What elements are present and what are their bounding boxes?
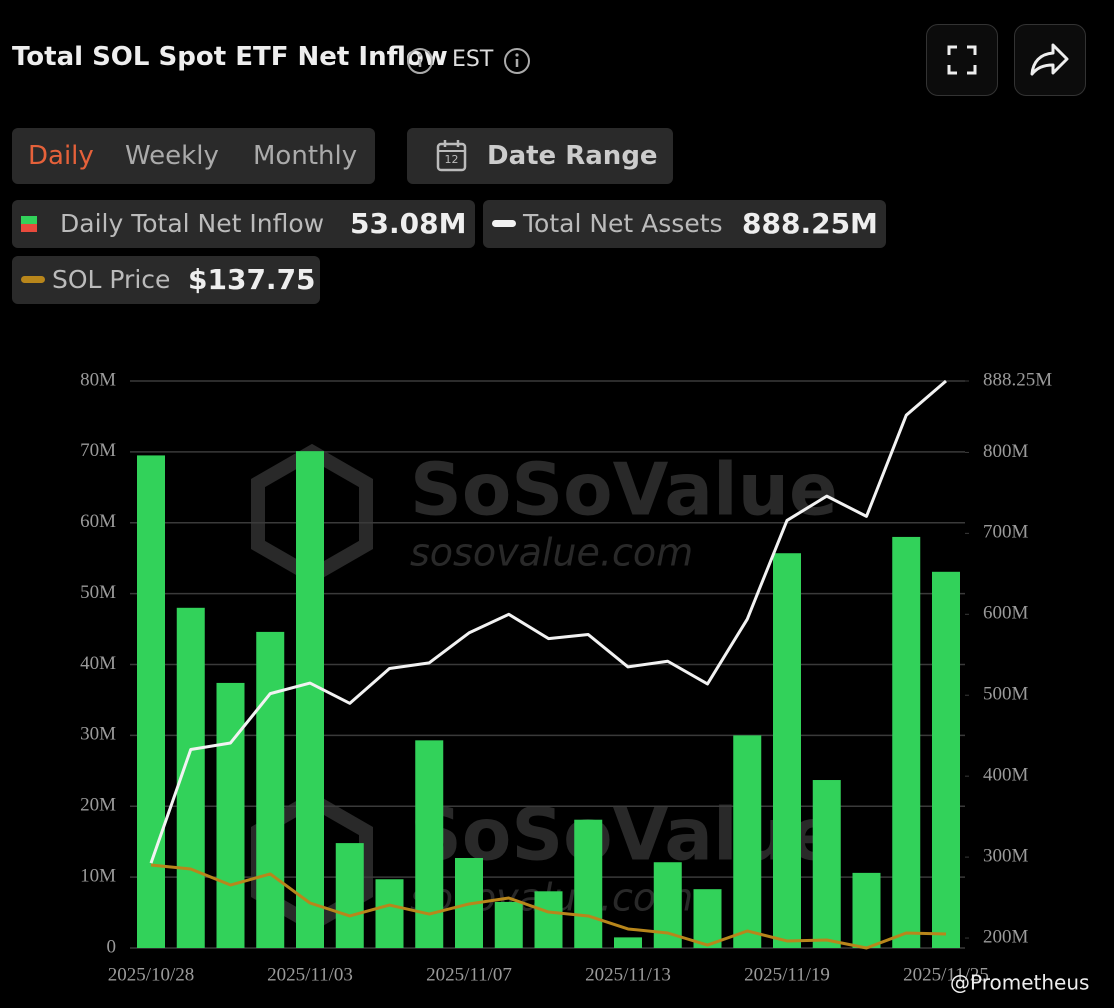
bar: [932, 571, 960, 948]
x-tick-label: 2025/11/13: [585, 964, 671, 985]
x-tick-label: 2025/11/19: [744, 964, 830, 985]
y2-tick-label: 200M: [983, 926, 1029, 947]
fullscreen-button[interactable]: [926, 24, 998, 96]
x-tick-label: 2025/11/03: [267, 964, 353, 985]
bar: [614, 937, 642, 948]
legend-label: Daily Total Net Inflow: [60, 209, 325, 238]
legend-swatch: [21, 276, 45, 283]
y-tick-label: 30M: [80, 724, 116, 745]
bar: [375, 879, 404, 948]
date-range-button[interactable]: 12 Date Range: [407, 128, 673, 184]
share-icon: [1030, 43, 1069, 76]
bar: [812, 780, 841, 948]
x-tick-label: 2025/11/25: [903, 964, 989, 985]
title: Total SOL Spot ETF Net Inflow: [12, 42, 448, 72]
bar: [216, 682, 245, 948]
tab-daily[interactable]: Daily: [28, 141, 94, 171]
y-tick-label: 50M: [80, 582, 116, 603]
line: [149, 379, 947, 864]
bar: [693, 889, 722, 948]
bar: [733, 735, 762, 948]
y2-tick-label: 800M: [983, 441, 1029, 462]
legend-swatch: [21, 216, 37, 232]
bar: [534, 891, 563, 948]
y-tick-label: 20M: [80, 795, 116, 816]
x-tick-label: 2025/10/28: [108, 964, 195, 985]
y-tick-label: 0: [107, 936, 117, 957]
bar: [335, 843, 364, 948]
bar: [892, 536, 921, 948]
tab-weekly[interactable]: Weekly: [125, 141, 219, 171]
legend-swatch: [492, 220, 516, 227]
info-icon[interactable]: [406, 47, 434, 75]
legend-item[interactable]: Daily Total Net Inflow 53.08M: [12, 200, 475, 248]
bar: [773, 553, 801, 948]
date-range-label: Date Range: [487, 141, 658, 171]
legend-label: SOL Price: [52, 265, 171, 294]
info-icon[interactable]: [503, 47, 531, 75]
y-tick-label: 40M: [80, 653, 116, 674]
y2-tick-label: 300M: [983, 845, 1029, 866]
plot: 0 10M 20M 30M 40M 50M 60M 70M 80M 200M 300M 400M 500…: [80, 369, 1052, 985]
bar: [415, 740, 444, 948]
bar: [852, 872, 881, 948]
bar: [296, 451, 324, 948]
legend-value: 888.25M: [742, 207, 878, 240]
bar: [137, 455, 165, 948]
line: [150, 863, 947, 950]
bar: [494, 901, 523, 948]
y-tick-label: 60M: [80, 511, 116, 532]
x-tick-label: 2025/11/07: [426, 964, 512, 985]
y-tick-label: 70M: [80, 440, 116, 461]
y-tick-label: 80M: [80, 369, 116, 390]
period-tabs: Daily Weekly Monthly: [12, 128, 375, 184]
calendar-day: 12: [445, 153, 459, 166]
legend-item[interactable]: SOL Price $137.75: [12, 256, 320, 304]
legend-value: $137.75: [188, 263, 316, 296]
watermark-brand: SoSoValue: [410, 448, 838, 532]
calendar-icon: 12: [436, 140, 467, 172]
y-tick-label: 10M: [80, 865, 116, 886]
legend-label: Total Net Assets: [523, 209, 723, 238]
timezone: EST: [452, 47, 494, 72]
y2-tick-label: 600M: [983, 603, 1029, 624]
fullscreen-icon: [947, 45, 977, 75]
watermark-site: sosovalue.com: [410, 531, 693, 575]
y2-tick-label: 888.25M: [983, 369, 1052, 390]
tab-monthly[interactable]: Monthly: [253, 141, 358, 171]
legend-value: 53.08M: [350, 207, 467, 240]
y2-tick-label: 700M: [983, 522, 1029, 543]
bar: [256, 631, 285, 948]
bar: [574, 819, 603, 948]
legend-item[interactable]: Total Net Assets 888.25M: [483, 200, 886, 248]
y2-tick-label: 500M: [983, 684, 1029, 705]
share-button[interactable]: [1014, 24, 1086, 96]
credit: @Prometheus: [950, 971, 1089, 995]
y2-tick-label: 400M: [983, 765, 1029, 786]
